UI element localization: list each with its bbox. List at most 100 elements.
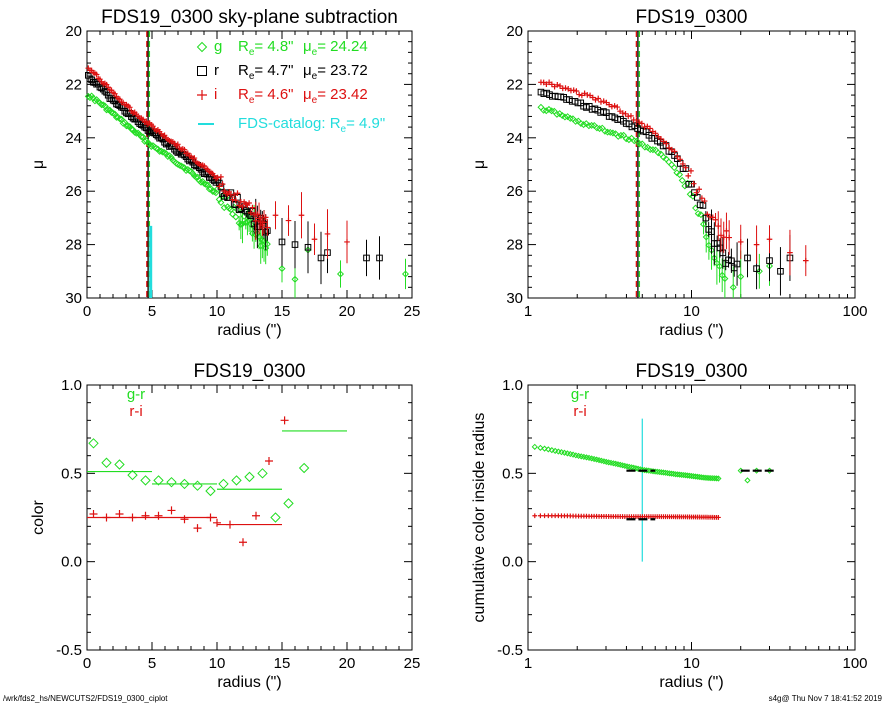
data-point-diamond [678,176,686,184]
data-point-square [104,91,112,99]
data-point-diamond [692,473,699,480]
data-point-diamond [715,475,722,482]
data-point-plus [141,511,150,520]
x-axis-label: radius (") [659,322,723,339]
data-point-diamond [152,144,160,152]
data-point-diamond [721,275,729,283]
data-point-diamond [218,478,229,490]
data-point-plus [647,125,653,132]
data-point-diamond [192,173,200,181]
data-point-square [199,168,206,176]
data-point-diamond [737,273,745,281]
data-point-plus [197,90,207,100]
data-point-square [242,207,250,214]
data-point-square [144,127,152,134]
data-point-diamond [649,146,657,154]
data-point-diamond [162,150,170,158]
data-point-diamond [336,270,345,278]
data-point-square [744,254,751,262]
data-point-plus [677,156,683,163]
data-point-diamond [596,125,604,133]
data-point-diamond [291,275,299,283]
data-point-plus [143,118,150,125]
chart-title: FDS19_0300 [636,361,748,382]
data-point-square [116,102,124,109]
y-tick-label: 28 [65,237,82,254]
data-point-diamond [658,469,665,476]
legend-mu-r: μe= 23.72 [303,62,368,82]
data-point-diamond [716,262,724,270]
footer-timestamp: s4g@ Thu Nov 7 18:41:52 2019 [768,694,882,703]
data-point-plus [570,87,577,94]
data-point-diamond [220,204,228,212]
data-point-diamond [694,473,701,480]
data-point-plus [93,71,100,78]
data-point-diamond [108,109,116,117]
data-point-diamond [646,146,654,154]
data-point-diamond [636,140,644,148]
legend-re-r: Re= 4.7" [238,62,294,82]
data-point-diamond [202,180,210,188]
x-tick-label: 10 [209,303,226,320]
data-point-plus [344,239,350,245]
data-point-diamond [545,446,552,453]
data-point-diamond [104,105,112,113]
data-point-diamond [670,470,677,478]
legend-label-r-i: r-i [129,403,142,420]
data-point-diamond [278,265,286,273]
data-point-plus [598,99,604,105]
data-point-plus [216,183,223,190]
y-tick-label: 0.5 [61,465,82,482]
data-point-diamond [232,213,240,221]
x-tick-label: 5 [148,655,156,672]
data-point-plus [766,236,773,243]
data-point-diamond [684,472,691,479]
data-point-square [766,257,773,264]
legend-re-g: Re= 4.8" [238,38,294,58]
data-point-diamond [670,164,678,172]
data-point-plus [663,140,670,147]
data-point-plus [802,257,809,264]
data-point-diamond [614,132,622,140]
data-point-diamond [257,468,268,479]
data-point-plus [180,515,189,524]
data-point-plus [737,239,744,245]
x-tick-label: 25 [404,655,421,672]
data-point-plus [726,234,732,241]
data-point-diamond [604,128,612,136]
data-point-plus [576,91,582,98]
data-point-diamond [668,470,675,477]
y-tick-label: -0.5 [56,642,82,659]
chart-panel-color_log: FDS19_0300 1 10 100 -0.5 0.0 0.5 1.0 radius (") c… [471,361,868,691]
data-point-diamond [531,443,538,450]
y-tick-label: 30 [65,290,82,307]
x-tick-label: 10 [683,655,700,672]
data-point-plus [696,186,702,193]
data-point-diamond [129,126,137,134]
data-point-plus [532,513,538,519]
x-tick-label: 100 [842,655,867,672]
y-tick-label: 26 [65,183,82,200]
x-tick-label: 1 [524,303,532,320]
data-point-square [96,83,104,91]
y-tick-label: 26 [506,183,523,200]
data-point-diamond [643,467,650,474]
data-point-diamond [179,163,187,171]
data-point-plus [324,231,331,237]
data-point-square [376,254,383,262]
data-point-diamond [209,187,217,195]
data-point-diamond [678,471,685,478]
y-tick-label: 28 [506,237,523,254]
data-point-plus [693,189,700,196]
data-point-diamond [694,210,702,218]
data-point-diamond [109,109,117,117]
data-point-diamond [601,127,609,135]
data-point-diamond [205,485,216,497]
data-point-plus [126,104,133,111]
data-point-diamond [192,480,203,491]
plot-frame [86,30,413,299]
data-point-diamond [561,113,569,121]
data-point-diamond [207,185,215,193]
data-point-diamond [548,447,555,454]
data-point-square [85,72,92,79]
